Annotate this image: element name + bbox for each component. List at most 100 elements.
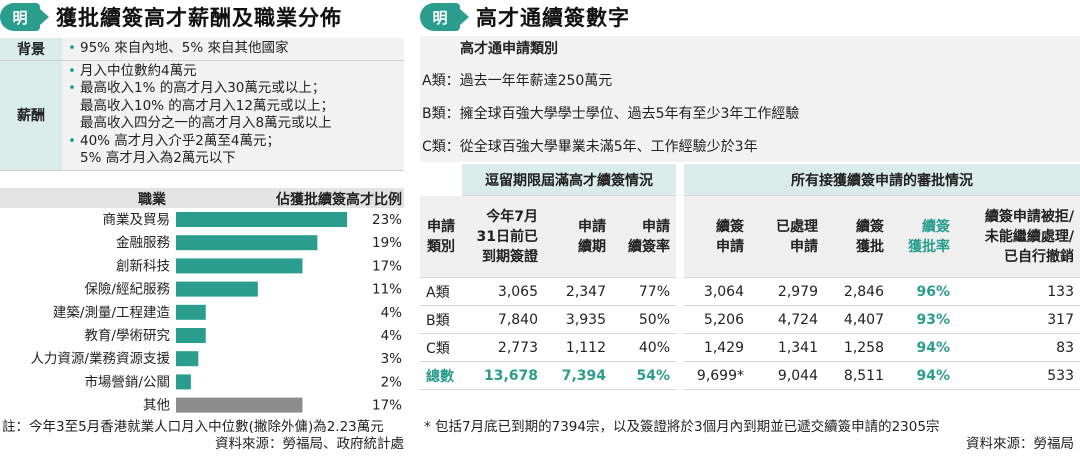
info-label: 背景 — [0, 38, 62, 60]
table-cell: 1,258 — [824, 334, 890, 362]
bar — [176, 351, 199, 367]
bar-value-label: 11% — [372, 282, 402, 298]
bar — [176, 281, 258, 297]
category-box: 高才通申請類別 A類：過去一年年薪達250萬元 B類：擁全球百強大學學士學位、過… — [420, 36, 1080, 162]
row-name: A類 — [420, 278, 462, 306]
bar-category-label: 人力資源/業務資源支援 — [30, 351, 170, 367]
table-cell: 2,979 — [750, 278, 824, 306]
info-line: 40% 高才月入介乎2萬至4萬元； — [68, 133, 404, 151]
table-cell: 3,065 — [462, 278, 544, 306]
left-header: 明 獲批續簽高才薪酬及職業分佈 — [0, 2, 342, 32]
col-header: 續簽 獲批 — [824, 196, 890, 278]
table-cell: 2,347 — [544, 278, 612, 306]
bar-category-label: 市場營銷/公關 — [84, 373, 170, 390]
group-header-row: 逗留期限屆滿高才續簽情況 所有接獲續簽申請的審批情況 — [420, 164, 1080, 196]
bar — [176, 235, 318, 251]
info-line: 95% 來自內地、5% 來自其他國家 — [68, 40, 404, 58]
table-cell: 77% — [612, 278, 676, 306]
info-line: 最高收入1% 的高才月入30萬元或以上； — [68, 80, 404, 98]
bar-value-label: 4% — [381, 305, 403, 321]
info-row-salary: 薪酬 月入中位數約4萬元 最高收入1% 的高才月入30萬元或以上； 最高收入10… — [0, 60, 404, 171]
share-header: 佔獲批續簽高才比例 — [276, 192, 402, 208]
table-cell: 83 — [956, 334, 1080, 362]
bar-value-label: 4% — [381, 328, 403, 344]
table-cell: 8,511 — [824, 362, 890, 390]
total-row: 總數 13,678 7,394 54% 9,699* 9,044 8,511 9… — [420, 362, 1080, 390]
ming-badge: 明 — [420, 3, 469, 31]
bar — [176, 397, 303, 413]
table-cell: 3,935 — [544, 306, 612, 334]
table-row: A類 3,065 2,347 77% 3,064 2,979 2,846 96%… — [420, 278, 1080, 306]
table-cell: 2,773 — [462, 334, 544, 362]
occupation-header: 職業 — [138, 192, 166, 208]
table-cell: 9,044 — [750, 362, 824, 390]
bar-value-label: 19% — [372, 235, 402, 251]
table-cell: 4,724 — [750, 306, 824, 334]
bar-value-label: 17% — [372, 258, 402, 274]
bar-value-label: 2% — [381, 374, 403, 390]
category-title: 高才通申請類別 — [460, 41, 558, 57]
table-cell: 94% — [890, 334, 956, 362]
table-cell: 4,407 — [824, 306, 890, 334]
col-header: 申請 類別 — [420, 196, 462, 278]
table-cell: 2,846 — [824, 278, 890, 306]
info-line: 月入中位數約4萬元 — [68, 63, 404, 81]
table-cell: 50% — [612, 306, 676, 334]
bar-category-label: 創新科技 — [116, 258, 170, 274]
table-cell: 9,699* — [684, 362, 750, 390]
bar — [176, 374, 191, 390]
table-cell: 96% — [890, 278, 956, 306]
bar-category-label: 商業及貿易 — [103, 212, 171, 228]
renewal-table: 逗留期限屆滿高才續簽情況 所有接獲續簽申請的審批情況 申請 類別 今年7月 31日前… — [420, 164, 1080, 390]
bar — [176, 304, 206, 320]
table-cell: 7,840 — [462, 306, 544, 334]
table-cell: 93% — [890, 306, 956, 334]
table-cell: 1,341 — [750, 334, 824, 362]
right-title: 高才通續簽數字 — [476, 6, 630, 30]
row-name: C類 — [420, 334, 462, 362]
col-header: 已處理 申請 — [750, 196, 824, 278]
bar-category-label: 其他 — [143, 398, 170, 414]
salary-occupation-panel: 明 獲批續簽高才薪酬及職業分佈 背景 95% 來自內地、5% 來自其他國家 薪酬… — [0, 0, 408, 456]
occupation-bar-chart: 商業及貿易 23% 金融服務 19% 創新科技 17% 保險/經紀服務 11% 建築/測量/工程… — [30, 212, 403, 414]
table-cell: 13,678 — [462, 362, 544, 390]
bar-value-label: 3% — [381, 351, 403, 367]
info-line: 5% 高才月入為2萬元以下 — [80, 150, 236, 166]
bar-category-label: 教育/學術研究 — [84, 328, 170, 344]
right-footer: * 包括7月底已到期的7394宗，以及簽證將於3個月內到期並已遞交續簽申請的23… — [424, 419, 1076, 452]
renewal-stats-panel: 明 高才通續簽數字 高才通申請類別 A類：過去一年年薪達250萬元 B類：擁全球… — [420, 0, 1080, 456]
table-cell: 317 — [956, 306, 1080, 334]
col-header: 今年7月 31日前已 到期簽證 — [462, 196, 544, 278]
bar — [176, 212, 348, 227]
right-footnote: * 包括7月底已到期的7394宗，以及簽證將於3個月內到期並已遞交續簽申請的23… — [424, 419, 940, 435]
table-cell: 533 — [956, 362, 1080, 390]
table-row: C類 2,773 1,112 40% 1,429 1,341 1,258 94%… — [420, 334, 1080, 362]
category-a: A類：過去一年年薪達250萬元 — [422, 73, 613, 89]
row-name: 總數 — [420, 362, 462, 390]
category-c: C類：從全球百強大學畢業未滿5年、工作經驗少於3年 — [422, 139, 758, 155]
table-cell: 133 — [956, 278, 1080, 306]
info-line: 最高收入四分之一的高才月入8萬元或以上 — [80, 115, 332, 131]
bar-category-label: 保險/經紀服務 — [84, 282, 170, 298]
right-source: 資料來源：勞福局 — [966, 436, 1074, 452]
left-title: 獲批續簽高才薪酬及職業分佈 — [56, 6, 342, 30]
info-body: 月入中位數約4萬元 最高收入1% 的高才月入30萬元或以上； 最高收入10% 的… — [62, 60, 404, 170]
table-cell: 54% — [612, 362, 676, 390]
table-cell: 1,112 — [544, 334, 612, 362]
table-cell: 94% — [890, 362, 956, 390]
table-cell: 40% — [612, 334, 676, 362]
ming-badge: 明 — [0, 3, 49, 31]
table-cell: 1,429 — [684, 334, 750, 362]
bar-category-label: 金融服務 — [116, 235, 170, 251]
bar-value-label: 23% — [372, 212, 402, 228]
group-header-approvals: 所有接獲續簽申請的審批情況 — [684, 164, 1080, 196]
col-header: 續簽申請被拒/未能繼續處理/已自行撤銷 — [956, 196, 1080, 278]
table-cell: 5,206 — [684, 306, 750, 334]
column-header-row: 申請 類別 今年7月 31日前已 到期簽證 申請 續期 申請 續簽率 續簽 申請 已處理 申請… — [420, 196, 1080, 278]
chart-header: 職業 佔獲批續簽高才比例 — [0, 188, 404, 208]
col-header: 續簽 申請 — [684, 196, 750, 278]
info-row-background: 背景 95% 來自內地、5% 來自其他國家 — [0, 38, 404, 61]
background-salary-table: 背景 95% 來自內地、5% 來自其他國家 薪酬 月入中位數約4萬元 最高收入1… — [0, 38, 404, 171]
row-name: B類 — [420, 306, 462, 334]
bar — [176, 328, 206, 343]
